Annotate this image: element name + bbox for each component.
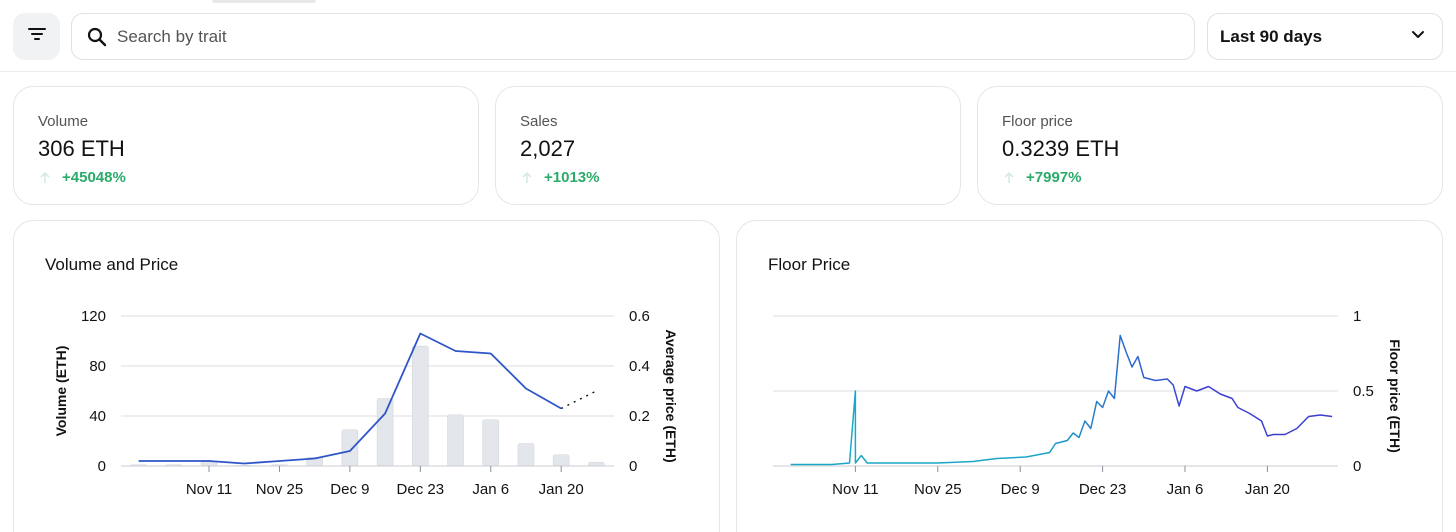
volume-bar xyxy=(482,419,500,467)
arrow-up-icon xyxy=(38,171,52,185)
volume-bar xyxy=(552,454,570,467)
x-tick-label: Jan 6 xyxy=(472,481,509,498)
stat-change-value: +7997% xyxy=(1026,169,1082,186)
stat-label: Sales xyxy=(520,113,558,130)
volume-bar xyxy=(412,345,429,467)
stat-card-volume: Volume 306 ETH +45048% xyxy=(13,86,479,205)
chart-title: Volume and Price xyxy=(45,255,179,274)
y2-tick-label: 0.6 xyxy=(629,308,650,325)
filter-icon xyxy=(27,26,47,47)
stat-card-sales: Sales 2,027 +1013% xyxy=(495,86,961,205)
stat-label: Floor price xyxy=(1002,113,1073,130)
floor-price-card: Floor Price 0 0.5 1 Floor price (ETH) Nov 11… xyxy=(736,220,1443,532)
average-price-line xyxy=(138,332,562,465)
x-tick-label: Nov 11 xyxy=(186,481,232,498)
stat-value: 0.3239 ETH xyxy=(1002,136,1120,161)
active-tab-indicator xyxy=(212,0,316,3)
stat-change: +45048% xyxy=(38,169,454,186)
y-tick-label: 40 xyxy=(89,408,106,425)
filter-button[interactable] xyxy=(13,13,60,60)
y-tick-label: 0 xyxy=(98,458,106,475)
y2-tick-label: 0.4 xyxy=(629,358,650,375)
chevron-down-icon xyxy=(1410,26,1426,47)
chart-title: Floor Price xyxy=(768,255,851,274)
stat-change-value: +45048% xyxy=(62,169,126,186)
floor-price-chart: 0 0.5 1 Floor price (ETH) Nov 11 Nov 25 Dec 9 D… xyxy=(773,308,1403,498)
y2-tick-label: 0 xyxy=(1353,458,1361,475)
trait-search[interactable] xyxy=(71,13,1195,60)
x-tick-label: Nov 11 xyxy=(832,481,878,498)
volume-price-chart: 0 40 80 120 0 0.2 0.4 0.6 Volume (ETH) Average pr… xyxy=(53,308,679,498)
stat-change: +7997% xyxy=(1002,169,1418,186)
stat-card-floor-price: Floor price 0.3239 ETH +7997% xyxy=(977,86,1443,205)
stat-value: 2,027 xyxy=(520,136,576,161)
volume-bar xyxy=(517,443,535,467)
y2-axis-title: Floor price (ETH) xyxy=(1387,339,1403,453)
x-tick-label: Jan 20 xyxy=(1245,481,1290,498)
x-tick-label: Nov 25 xyxy=(914,481,962,498)
floor-price-line xyxy=(790,334,1333,466)
time-range-select[interactable]: Last 90 days xyxy=(1207,13,1443,60)
volume-price-card: Volume and Price 0 40 80 120 0 0.2 0.4 0.6 Volum… xyxy=(13,220,720,532)
x-tick-label: Dec 23 xyxy=(397,481,445,498)
x-tick-label: Dec 9 xyxy=(330,481,369,498)
toolbar: Last 90 days xyxy=(0,0,1456,72)
time-range-label: Last 90 days xyxy=(1220,26,1323,46)
y-tick-label: 120 xyxy=(81,308,106,325)
x-tick-label: Dec 9 xyxy=(1001,481,1040,498)
stat-change: +1013% xyxy=(520,169,936,186)
y2-tick-label: 0.2 xyxy=(629,408,650,425)
volume-bar xyxy=(447,414,464,467)
y2-tick-label: 0.5 xyxy=(1353,383,1374,400)
stat-change-value: +1013% xyxy=(544,169,600,186)
arrow-up-icon xyxy=(520,171,534,185)
y2-axis-title: Average price (ETH) xyxy=(663,329,679,462)
volume-bar xyxy=(341,429,359,467)
volume-bar xyxy=(376,398,394,467)
average-price-projection xyxy=(560,390,597,410)
x-tick-label: Jan 6 xyxy=(1167,481,1204,498)
y2-tick-label: 0 xyxy=(629,458,637,475)
x-tick-label: Jan 20 xyxy=(539,481,584,498)
x-tick-label: Dec 23 xyxy=(1079,481,1127,498)
y2-tick-label: 1 xyxy=(1353,308,1361,325)
arrow-up-icon xyxy=(1002,171,1016,185)
search-input[interactable] xyxy=(117,26,1017,47)
y-tick-label: 80 xyxy=(89,358,106,375)
search-icon xyxy=(86,26,108,48)
stat-label: Volume xyxy=(38,113,89,130)
x-tick-label: Nov 25 xyxy=(256,481,304,498)
volume-bar xyxy=(588,461,605,467)
y-axis-title: Volume (ETH) xyxy=(53,346,69,437)
stat-value: 306 ETH xyxy=(38,136,125,161)
